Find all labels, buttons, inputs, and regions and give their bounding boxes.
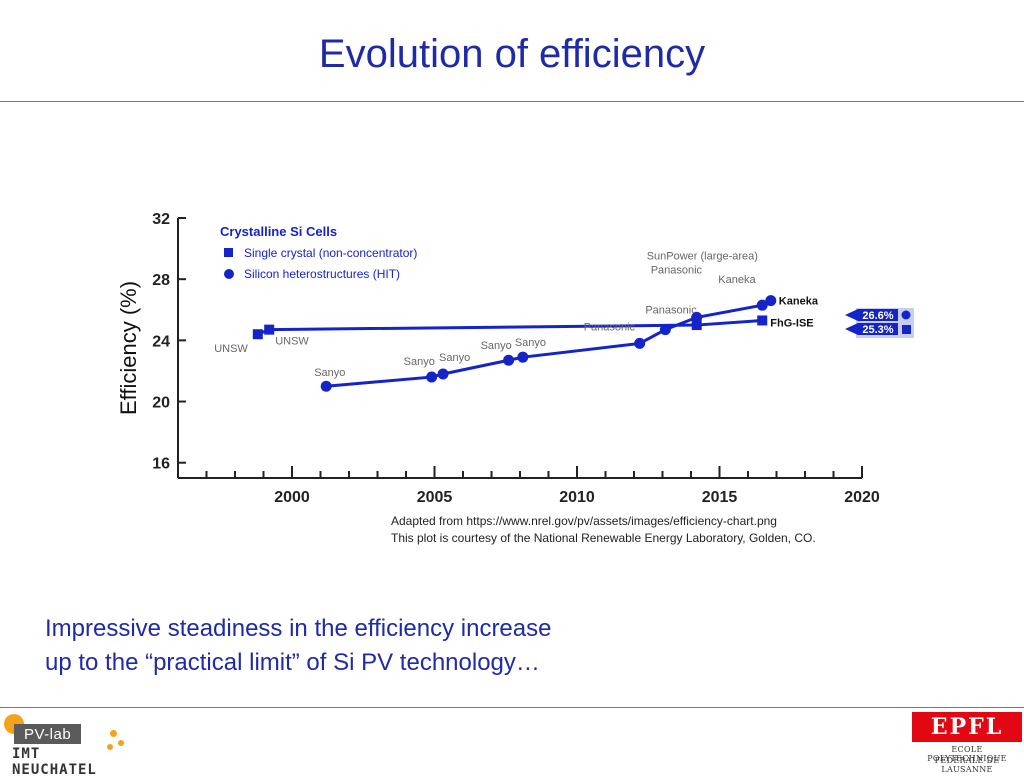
legend-circle-icon	[224, 269, 234, 279]
pvlab-dot-icon	[107, 744, 113, 750]
point-label: SunPower (large-area)	[647, 250, 758, 262]
credit-source: Adapted from https://www.nrel.gov/pv/ass…	[391, 514, 777, 528]
pvlab-dot-icon	[110, 730, 117, 737]
point-label: Kaneka	[718, 274, 756, 286]
x-tick-label: 2010	[559, 489, 595, 506]
circle-marker	[691, 311, 703, 323]
credit-courtesy: This plot is courtesy of the National Re…	[391, 531, 816, 545]
series-line-1	[257, 318, 763, 336]
pvlab-logo-subtitle: IMT NEUCHATEL	[12, 746, 97, 778]
square-marker	[691, 320, 702, 331]
y-tick-label: 16	[152, 456, 170, 473]
record-arrow-icon	[845, 323, 898, 335]
y-tick-label: 20	[152, 395, 170, 412]
point-label: Sanyo	[404, 356, 435, 368]
circle-marker	[756, 299, 768, 311]
circle-marker	[503, 354, 515, 366]
record-circle-icon	[901, 310, 911, 320]
circle-marker	[634, 337, 646, 349]
footer-divider	[0, 707, 1024, 708]
circle-marker	[765, 295, 777, 307]
square-marker	[757, 315, 768, 326]
x-tick-label: 2000	[274, 489, 310, 506]
epfl-logo: EPFL ECOLE POLYTECHNIQUE FÉDÉRALE DE LAU…	[912, 712, 1022, 774]
circle-marker	[426, 371, 438, 383]
epfl-logo-line-1: ECOLE POLYTECHNIQUE	[927, 745, 1007, 763]
y-tick-label: 32	[152, 211, 170, 228]
y-tick-label: 24	[152, 333, 170, 350]
point-label: Panasonic	[645, 305, 697, 317]
epfl-logo-mark: EPFL	[912, 712, 1022, 742]
point-label: Panasonic	[584, 321, 636, 333]
x-tick-label: 2005	[417, 489, 453, 506]
x-tick-label: 2015	[702, 489, 738, 506]
x-tick-label: 2020	[844, 489, 880, 506]
epfl-logo-line-2: FÉDÉRALE DE LAUSANNE	[934, 756, 1000, 774]
circle-marker	[659, 324, 671, 336]
point-label: Panasonic	[651, 264, 703, 276]
caption-line-2: up to the “practical limit” of Si PV tec…	[45, 649, 540, 676]
y-axis-label: Efficiency (%)	[116, 281, 141, 415]
point-label: Sanyo	[439, 352, 470, 364]
pvlab-dot-icon	[118, 740, 124, 746]
point-label: UNSW	[214, 343, 248, 355]
point-label: Sanyo	[481, 340, 512, 352]
legend-title: Crystalline Si Cells	[220, 224, 337, 239]
pvlab-logo: PV-lab IMT NEUCHATEL	[4, 714, 134, 778]
legend-square-icon	[224, 248, 233, 257]
pvlab-logo-text: PV-lab	[14, 724, 82, 744]
legend-entry: Silicon heterostructures (HIT)	[244, 267, 400, 281]
square-marker	[264, 324, 275, 335]
slide-title: Evolution of efficiency	[318, 32, 706, 76]
y-tick-label: 28	[152, 272, 170, 289]
point-label: Sanyo	[314, 367, 345, 379]
point-label: UNSW	[275, 336, 309, 348]
legend-entry: Single crystal (non-concentrator)	[244, 246, 417, 260]
circle-marker	[517, 351, 529, 363]
circle-marker	[437, 368, 449, 380]
point-label: FhG-ISE	[770, 317, 813, 329]
efficiency-chart: 16 20 24 28 32 2000 2005 2010 2015 2020 Efficiency…	[116, 211, 914, 506]
point-label: Sanyo	[515, 337, 546, 349]
caption-line-1: Impressive steadiness in the efficiency …	[45, 615, 552, 642]
record-label: 25.3%	[862, 324, 893, 336]
square-marker	[252, 329, 263, 340]
title-divider	[0, 101, 1024, 102]
circle-marker	[320, 380, 332, 392]
record-label: 26.6%	[862, 310, 893, 322]
point-label: Kaneka	[779, 296, 819, 308]
record-arrow-icon	[845, 309, 898, 321]
record-square-icon	[902, 325, 911, 334]
series-line-2	[326, 299, 772, 388]
